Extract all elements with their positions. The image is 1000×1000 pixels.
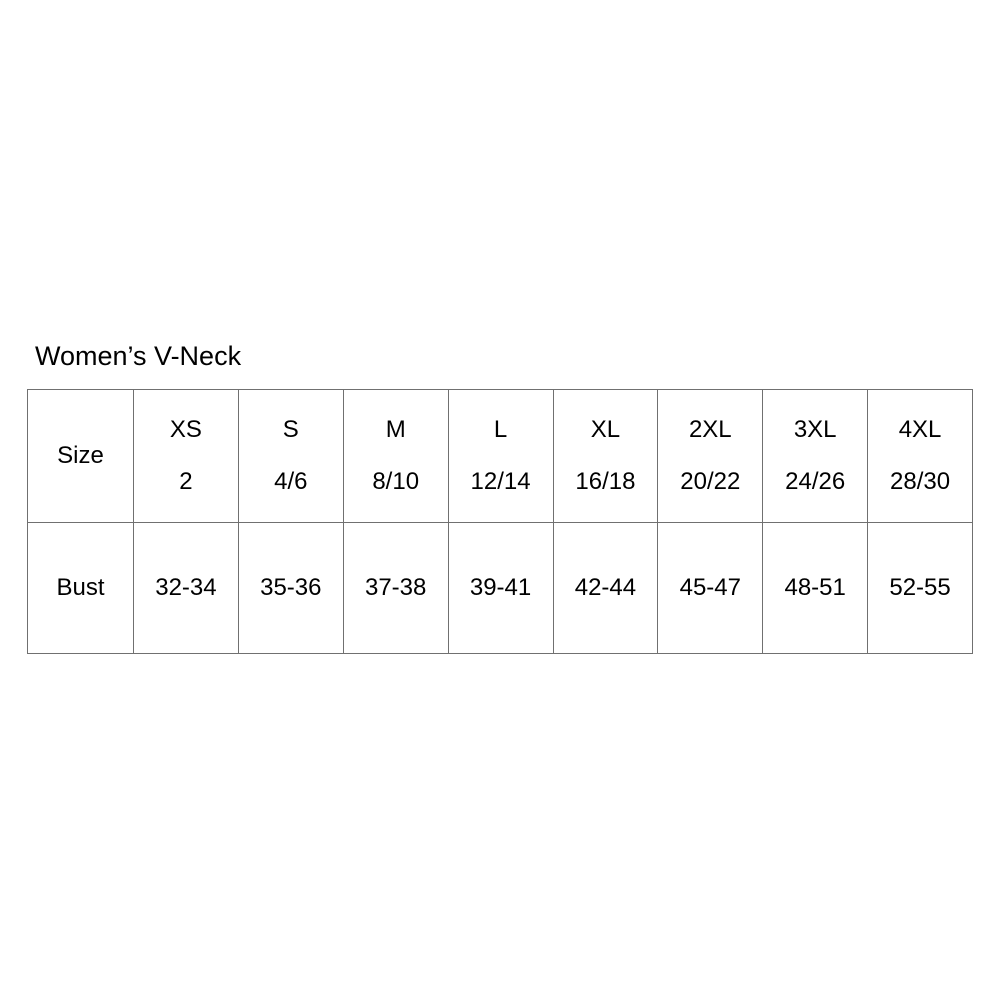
bust-value-cell: 32-34 [133, 522, 239, 654]
numeric-size-label: 28/30 [890, 468, 951, 495]
numeric-size-label: 24/26 [785, 468, 846, 495]
numeric-size-label: 4/6 [274, 468, 308, 495]
size-label: L [493, 416, 508, 443]
page-title: Women’s V-Neck [35, 341, 242, 371]
table-bust-row: Bust 32-34 35-36 37-38 39-41 42-44 45-47… [27, 522, 973, 654]
numeric-size-label: 12/14 [470, 468, 531, 495]
size-header-cell-2xl: 2XL 20/22 [657, 389, 764, 523]
size-label: XS [169, 416, 202, 443]
size-header-cell-3xl: 3XL 24/26 [762, 389, 869, 523]
size-header-cell-m: M 8/10 [342, 389, 449, 523]
size-header-cell-l: L 12/14 [447, 389, 554, 523]
size-label: 3XL [793, 416, 837, 443]
size-label: 2XL [688, 416, 732, 443]
size-label: XL [590, 416, 621, 443]
size-label: S [282, 416, 299, 443]
size-header-cell-xl: XL 16/18 [552, 389, 659, 523]
numeric-size-label: 2 [179, 468, 193, 495]
bust-row-label: Bust [27, 522, 134, 654]
bust-value-cell: 37-38 [342, 522, 449, 654]
bust-value-cell: 39-41 [447, 522, 554, 654]
size-header-cell-s: S 4/6 [237, 389, 344, 523]
size-corner-label: Size [27, 389, 134, 523]
size-label: 4XL [898, 416, 942, 443]
bust-value-cell: 45-47 [657, 522, 764, 654]
numeric-size-label: 8/10 [372, 468, 420, 495]
size-chart-table: Size XS 2 S 4/6 M 8/10 [27, 389, 973, 654]
numeric-size-label: 16/18 [575, 468, 636, 495]
size-header-cell-xs: XS 2 [133, 389, 239, 523]
size-label: M [385, 416, 406, 443]
numeric-size-label: 20/22 [680, 468, 741, 495]
bust-value-cell: 48-51 [762, 522, 869, 654]
size-header-cell-4xl: 4XL 28/30 [867, 389, 973, 523]
bust-value-cell: 52-55 [867, 522, 973, 654]
table-header-row: Size XS 2 S 4/6 M 8/10 [27, 389, 973, 523]
bust-value-cell: 42-44 [552, 522, 659, 654]
bust-value-cell: 35-36 [237, 522, 344, 654]
